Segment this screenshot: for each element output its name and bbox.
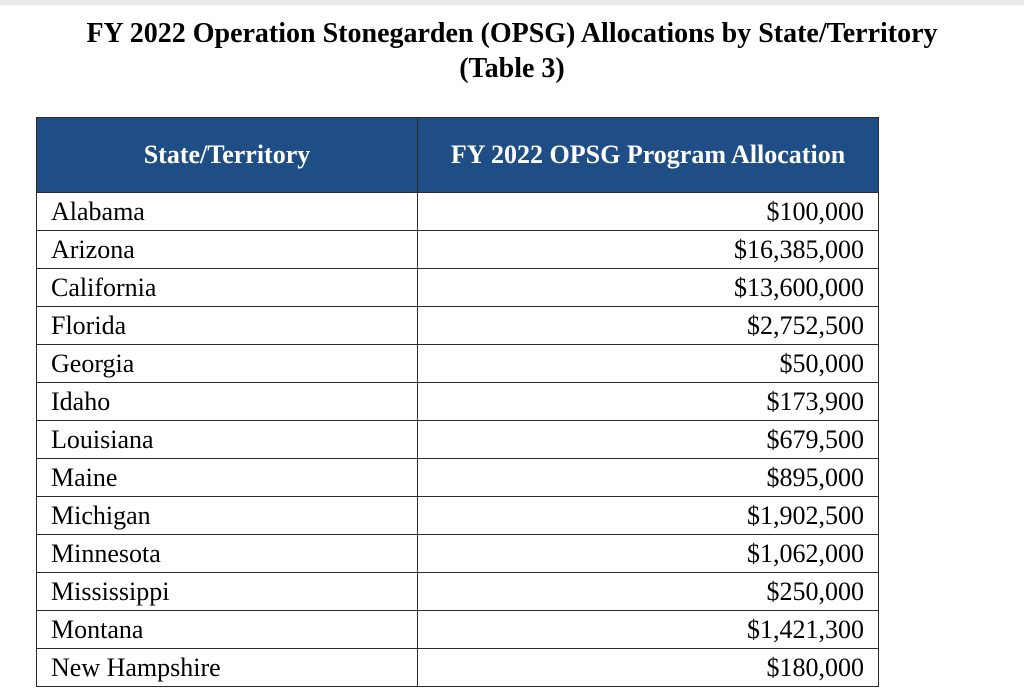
title-line-1: FY 2022 Operation Stonegarden (OPSG) All… <box>86 18 938 49</box>
allocation-amount-cell: $1,902,500 <box>417 496 879 535</box>
table-row: Minnesota $1,062,000 <box>36 534 879 573</box>
state-name-cell: Mississippi <box>36 572 418 611</box>
table-row: Montana $1,421,300 <box>36 610 879 649</box>
allocation-amount-cell: $895,000 <box>417 458 879 497</box>
title-line-2: (Table 3) <box>459 53 565 84</box>
allocations-table: State/Territory FY 2022 OPSG Program All… <box>36 117 879 687</box>
state-name-cell: California <box>36 268 418 307</box>
table-row: Louisiana $679,500 <box>36 420 879 459</box>
state-name-cell: New Hampshire <box>36 648 418 687</box>
allocation-amount-cell: $2,752,500 <box>417 306 879 345</box>
allocation-amount-cell: $679,500 <box>417 420 879 459</box>
table-header-row: State/Territory FY 2022 OPSG Program All… <box>36 117 879 193</box>
allocation-amount-cell: $16,385,000 <box>417 230 879 269</box>
state-name-cell: Montana <box>36 610 418 649</box>
table-row: Arizona $16,385,000 <box>36 230 879 269</box>
state-name-cell: Idaho <box>36 382 418 421</box>
table-row: Mississippi $250,000 <box>36 572 879 611</box>
allocation-amount-cell: $1,062,000 <box>417 534 879 573</box>
state-name-cell: Georgia <box>36 344 418 383</box>
allocation-amount-cell: $50,000 <box>417 344 879 383</box>
table-row: New Hampshire $180,000 <box>36 648 879 687</box>
state-name-cell: Minnesota <box>36 534 418 573</box>
page-top-edge <box>0 0 1024 5</box>
state-name-cell: Arizona <box>36 230 418 269</box>
table-row: Alabama $100,000 <box>36 192 879 231</box>
column-header-state: State/Territory <box>36 117 418 193</box>
state-name-cell: Michigan <box>36 496 418 535</box>
table-row: Michigan $1,902,500 <box>36 496 879 535</box>
state-name-cell: Florida <box>36 306 418 345</box>
state-name-cell: Maine <box>36 458 418 497</box>
table-row: Maine $895,000 <box>36 458 879 497</box>
column-header-allocation: FY 2022 OPSG Program Allocation <box>417 117 879 193</box>
table-row: Georgia $50,000 <box>36 344 879 383</box>
allocation-amount-cell: $180,000 <box>417 648 879 687</box>
document-title: FY 2022 Operation Stonegarden (OPSG) All… <box>0 16 1024 86</box>
allocation-amount-cell: $250,000 <box>417 572 879 611</box>
table-row: Idaho $173,900 <box>36 382 879 421</box>
allocation-amount-cell: $1,421,300 <box>417 610 879 649</box>
allocation-amount-cell: $100,000 <box>417 192 879 231</box>
allocation-amount-cell: $173,900 <box>417 382 879 421</box>
allocation-amount-cell: $13,600,000 <box>417 268 879 307</box>
table-row: Florida $2,752,500 <box>36 306 879 345</box>
table-row: California $13,600,000 <box>36 268 879 307</box>
state-name-cell: Alabama <box>36 192 418 231</box>
state-name-cell: Louisiana <box>36 420 418 459</box>
